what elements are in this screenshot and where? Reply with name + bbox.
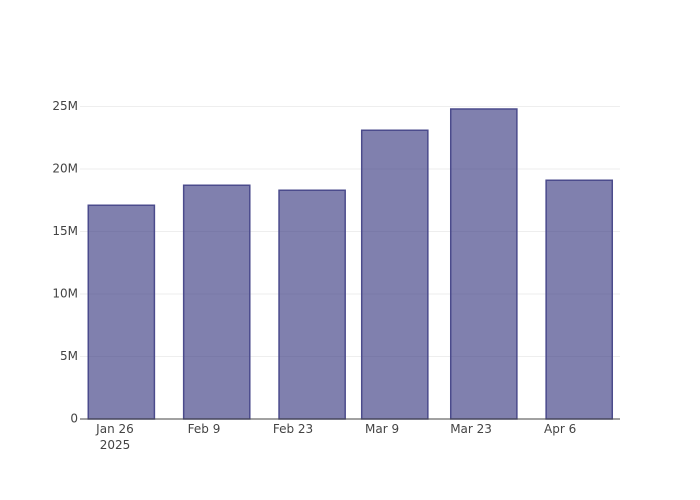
x-tick-label: Feb 9 [187, 422, 221, 436]
y-tick-label: 5M [60, 349, 78, 363]
bar [87, 204, 156, 420]
x-tick-label: Mar 23 [450, 422, 492, 436]
bar [545, 179, 614, 420]
y-tick-label: 20M [52, 162, 78, 176]
y-tick-label: 25M [52, 99, 78, 113]
bar [360, 129, 429, 420]
bar [278, 189, 346, 420]
y-tick-label: 10M [52, 287, 78, 301]
y-tick-label: 15M [52, 224, 78, 238]
x-tick-label: Jan 26 2025 [96, 422, 134, 452]
bar [182, 184, 251, 420]
x-tick-label: Mar 9 [365, 422, 400, 436]
bar [449, 108, 518, 420]
y-tick-label: 0 [70, 412, 78, 426]
x-tick-label: Feb 23 [272, 422, 314, 436]
x-tick-label: Apr 6 [544, 422, 577, 436]
